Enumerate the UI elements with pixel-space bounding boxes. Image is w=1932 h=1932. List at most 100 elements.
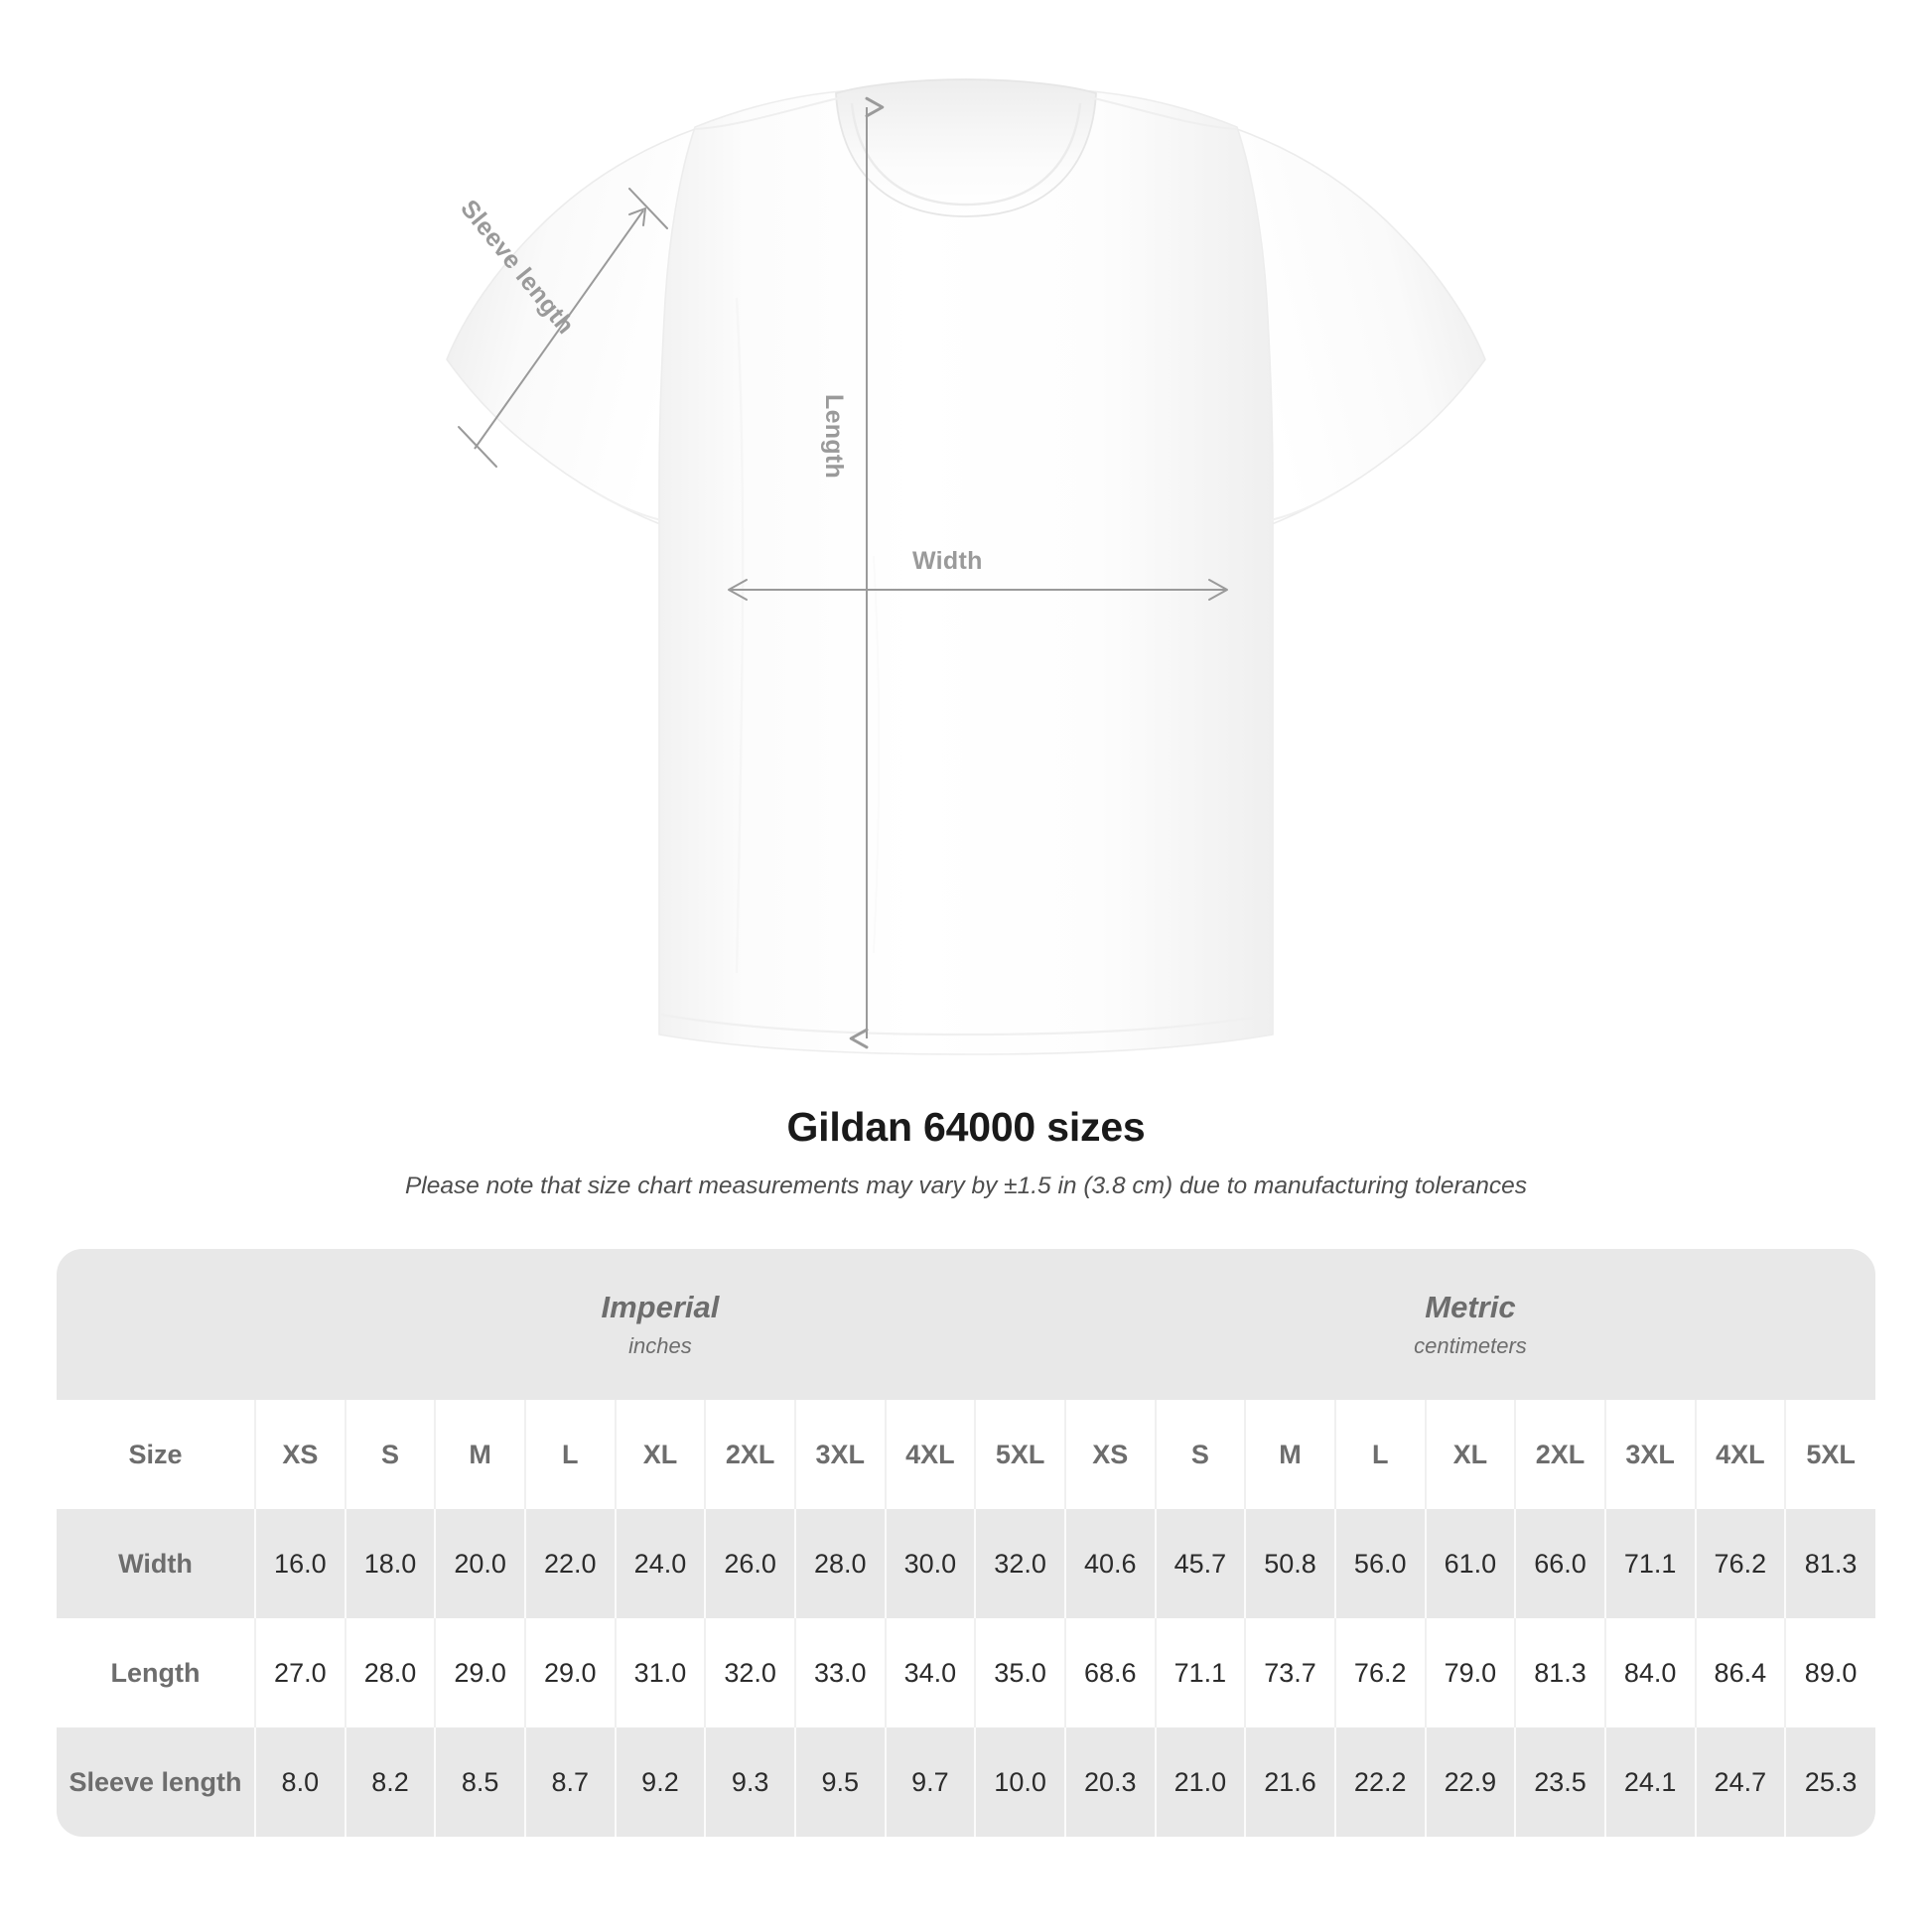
size-header-cell: 2XL [1514, 1400, 1605, 1509]
size-header-cell: 3XL [793, 1400, 886, 1509]
table-cell: 35.0 [974, 1618, 1065, 1727]
imperial-unit: inches [628, 1333, 692, 1358]
table-cell: 26.0 [704, 1509, 795, 1618]
size-header-cell: 2XL [704, 1400, 795, 1509]
table-cell: 76.2 [1694, 1509, 1786, 1618]
table-cell: 8.0 [254, 1727, 345, 1837]
size-header-cell: XS [1063, 1400, 1156, 1509]
table-cell: 8.2 [344, 1727, 436, 1837]
table-cell: 84.0 [1603, 1618, 1696, 1727]
table-cell: 8.5 [434, 1727, 525, 1837]
imperial-label: Imperial [601, 1290, 720, 1324]
size-header-cell: XL [614, 1400, 706, 1509]
table-cell: 9.3 [704, 1727, 795, 1837]
table-cell: 22.2 [1333, 1727, 1426, 1837]
table-cell: 18.0 [344, 1509, 436, 1618]
table-cell: 76.2 [1333, 1618, 1426, 1727]
width-label: Width [912, 547, 983, 575]
table-cell: 71.1 [1154, 1618, 1246, 1727]
size-header-cell: M [1244, 1400, 1335, 1509]
table-cell: 20.0 [434, 1509, 525, 1618]
table-cell: 81.3 [1514, 1618, 1605, 1727]
imperial-group-header: Imperial inches [255, 1249, 1065, 1400]
table-cell: 61.0 [1424, 1509, 1516, 1618]
table-cell: 27.0 [254, 1618, 345, 1727]
size-header-cell: 4XL [1694, 1400, 1786, 1509]
size-table-wrapper: Imperial inches Metric centimeters Size … [57, 1249, 1875, 1837]
table-cell: 9.7 [884, 1727, 976, 1837]
tshirt-body [446, 78, 1486, 1055]
table-cell: 16.0 [254, 1509, 345, 1618]
size-table: Imperial inches Metric centimeters Size … [57, 1249, 1875, 1837]
table-cell: 45.7 [1154, 1509, 1246, 1618]
table-cell: 33.0 [793, 1618, 886, 1727]
size-header-cell: 5XL [1784, 1400, 1875, 1509]
row-label: Length [57, 1618, 255, 1727]
size-header-cell: S [1154, 1400, 1246, 1509]
metric-label: Metric [1425, 1290, 1516, 1324]
tolerance-note: Please note that size chart measurements… [404, 1173, 1528, 1199]
table-row: Length 27.0 28.0 29.0 29.0 31.0 32.0 33.… [57, 1618, 1875, 1727]
table-cell: 30.0 [884, 1509, 976, 1618]
size-header-cell: 4XL [884, 1400, 976, 1509]
table-row: Width 16.0 18.0 20.0 22.0 24.0 26.0 28.0… [57, 1509, 1875, 1618]
table-cell: 23.5 [1514, 1727, 1605, 1837]
table-cell: 89.0 [1784, 1618, 1875, 1727]
table-cell: 50.8 [1244, 1509, 1335, 1618]
table-cell: 73.7 [1244, 1618, 1335, 1727]
table-cell: 8.7 [523, 1727, 616, 1837]
metric-group-header: Metric centimeters [1064, 1249, 1875, 1400]
table-cell: 9.5 [793, 1727, 886, 1837]
table-cell: 56.0 [1333, 1509, 1426, 1618]
row-label: Sleeve length [57, 1727, 255, 1837]
table-cell: 79.0 [1424, 1618, 1516, 1727]
table-cell: 40.6 [1063, 1509, 1156, 1618]
table-cell: 29.0 [523, 1618, 616, 1727]
tshirt-illustration [446, 78, 1486, 1055]
table-cell: 32.0 [704, 1618, 795, 1727]
table-cell: 81.3 [1784, 1509, 1875, 1618]
table-cell: 22.9 [1424, 1727, 1516, 1837]
page-title: Gildan 64000 sizes [786, 1104, 1146, 1150]
size-header-cell: 3XL [1603, 1400, 1696, 1509]
sleeve-length-dimension-arrow [458, 188, 668, 468]
table-cell: 21.0 [1154, 1727, 1246, 1837]
table-cell: 68.6 [1063, 1618, 1156, 1727]
table-cell: 10.0 [974, 1727, 1065, 1837]
size-header-cell: M [434, 1400, 525, 1509]
table-cell: 21.6 [1244, 1727, 1335, 1837]
table-cell: 66.0 [1514, 1509, 1605, 1618]
size-header-cell: XS [254, 1400, 345, 1509]
table-cell: 34.0 [884, 1618, 976, 1727]
size-header-cell: L [1333, 1400, 1426, 1509]
title-block: Gildan 64000 sizes Please note that size… [0, 1104, 1932, 1200]
size-header-cell: 5XL [974, 1400, 1065, 1509]
size-header-label: Size [57, 1400, 255, 1509]
table-cell: 22.0 [523, 1509, 616, 1618]
table-cell: 31.0 [614, 1618, 706, 1727]
length-label: Length [820, 394, 848, 480]
unit-band-spacer [57, 1249, 255, 1400]
table-cell: 32.0 [974, 1509, 1065, 1618]
size-header-cell: XL [1424, 1400, 1516, 1509]
metric-unit: centimeters [1414, 1333, 1527, 1358]
row-label: Width [57, 1509, 255, 1618]
table-cell: 29.0 [434, 1618, 525, 1727]
table-cell: 86.4 [1694, 1618, 1786, 1727]
size-header-cell: L [523, 1400, 616, 1509]
garment-diagram: Width Length Sleeve length [446, 78, 1486, 1055]
size-header-row: Size XS S M L XL 2XL 3XL 4XL 5XL XS S M … [57, 1400, 1875, 1509]
unit-band-row: Imperial inches Metric centimeters [57, 1249, 1875, 1400]
table-cell: 24.7 [1694, 1727, 1786, 1837]
table-cell: 28.0 [793, 1509, 886, 1618]
table-cell: 20.3 [1063, 1727, 1156, 1837]
table-cell: 25.3 [1784, 1727, 1875, 1837]
width-dimension-arrow [728, 579, 1228, 601]
table-cell: 71.1 [1603, 1509, 1696, 1618]
table-cell: 24.0 [614, 1509, 706, 1618]
table-cell: 28.0 [344, 1618, 436, 1727]
size-header-cell: S [344, 1400, 436, 1509]
table-cell: 24.1 [1603, 1727, 1696, 1837]
table-cell: 9.2 [614, 1727, 706, 1837]
